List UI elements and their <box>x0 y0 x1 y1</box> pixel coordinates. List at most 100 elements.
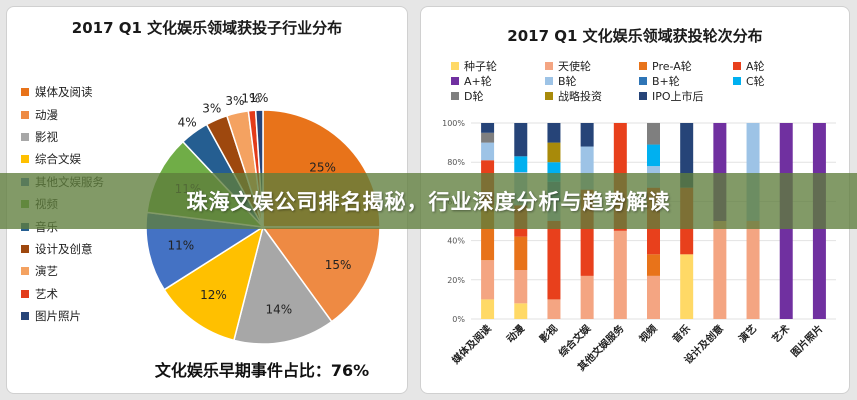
pie-slice-label: 3% <box>225 94 244 108</box>
legend-label: 图片照片 <box>35 309 81 324</box>
pie-slice <box>261 226 381 323</box>
pie-slice-label: 1% <box>241 92 260 106</box>
bar-segment <box>547 221 561 300</box>
headline-text: 珠海文娱公司排名揭秘，行业深度分析与趋势解读 <box>186 190 671 214</box>
pie-legend-item: 综合文娱 <box>21 148 104 170</box>
legend-swatch <box>21 289 29 298</box>
x-tick-label: 视频 <box>636 322 659 345</box>
pie-slice-label: 14% <box>265 303 292 317</box>
bar-segment <box>713 221 727 319</box>
pie-legend-item: 设计及创意 <box>21 238 104 260</box>
bar-segment <box>580 275 594 319</box>
legend-swatch <box>21 110 29 119</box>
legend-swatch <box>545 77 553 85</box>
bar-legend-item: A+轮 <box>451 74 545 88</box>
legend-label: Pre-A轮 <box>652 60 692 73</box>
legend-label: 种子轮 <box>464 60 497 73</box>
early-stage-summary: 文化娱乐早期事件占比：76% <box>7 357 407 381</box>
legend-label: 艺术 <box>35 286 58 301</box>
pie-legend-item: 演艺 <box>21 260 104 282</box>
bar-chart-title: 2017 Q1 文化娱乐领域获投轮次分布 <box>507 27 763 45</box>
x-tick-label: 媒体及阅读 <box>448 322 493 367</box>
bar-segment <box>647 123 660 145</box>
bar-segment <box>746 221 760 319</box>
legend-swatch <box>639 77 647 85</box>
bar-legend-item: C轮 <box>733 74 827 88</box>
bar-legend-item: A轮 <box>733 59 827 73</box>
pie-slice-label: 4% <box>178 116 197 130</box>
y-tick-label: 40% <box>447 237 465 246</box>
pie-slice-label: 15% <box>325 258 352 272</box>
bar-legend-item: B+轮 <box>639 74 733 88</box>
bar-segment <box>514 156 528 172</box>
legend-label: 动漫 <box>35 107 58 122</box>
bar-segment <box>481 123 495 133</box>
y-tick-label: 100% <box>442 119 465 128</box>
bar-legend-item: 天使轮 <box>545 59 639 73</box>
legend-swatch <box>733 77 741 85</box>
legend-label: 天使轮 <box>558 60 591 73</box>
bar-legend-item: 战略投资 <box>545 89 639 103</box>
bar-segment <box>514 270 528 304</box>
legend-swatch <box>451 92 459 100</box>
legend-label: A+轮 <box>464 75 492 88</box>
bar-segment <box>514 303 528 319</box>
bar-segment <box>647 275 660 319</box>
legend-swatch <box>21 155 29 164</box>
headline-banner: 珠海文娱公司排名揭秘，行业深度分析与趋势解读 <box>0 173 857 229</box>
legend-swatch <box>21 132 29 141</box>
pie-slice-label: 25% <box>309 160 336 174</box>
legend-label: D轮 <box>464 90 484 103</box>
bar-legend-item: D轮 <box>451 89 545 103</box>
y-tick-label: 20% <box>447 276 465 285</box>
bar-segment <box>481 132 495 143</box>
legend-label: C轮 <box>746 75 765 88</box>
legend-label: B轮 <box>558 75 577 88</box>
bar-segment <box>613 230 627 319</box>
bar-segment <box>680 254 694 319</box>
legend-label: 战略投资 <box>558 90 602 103</box>
bar-segment <box>481 299 495 319</box>
pie-legend-item: 动漫 <box>21 103 104 125</box>
pie-legend-item: 媒体及阅读 <box>21 81 104 103</box>
y-tick-label: 0% <box>452 315 465 324</box>
summary-label: 文化娱乐早期事件占比： <box>154 361 331 380</box>
bar-segment <box>647 254 660 276</box>
legend-label: 综合文娱 <box>35 152 81 167</box>
bar-segment <box>481 260 495 300</box>
legend-swatch <box>639 62 647 70</box>
bar-segment <box>647 144 660 167</box>
bar-legend: 种子轮 天使轮 Pre-A轮 A轮 A+轮 B轮 B+轮 C轮 D轮 战略投资 IPO上市后 <box>451 59 827 103</box>
legend-swatch <box>545 92 553 100</box>
legend-label: B+轮 <box>652 75 680 88</box>
bar-segment <box>514 123 528 157</box>
legend-swatch <box>451 62 459 70</box>
x-tick-label: 音乐 <box>669 322 692 345</box>
legend-label: 影视 <box>35 129 58 144</box>
legend-label: 媒体及阅读 <box>35 85 93 100</box>
bar-segment <box>680 123 694 188</box>
legend-swatch <box>639 92 647 100</box>
legend-swatch <box>21 244 29 253</box>
pie-slice-label: 3% <box>202 102 221 116</box>
x-tick-label: 演艺 <box>736 322 759 345</box>
bar-segment <box>580 123 594 147</box>
pie-slice-label: 1% <box>249 91 268 105</box>
legend-swatch <box>545 62 553 70</box>
legend-swatch <box>21 267 29 276</box>
bar-legend-item: 种子轮 <box>451 59 545 73</box>
x-tick-label: 图片照片 <box>788 322 825 359</box>
legend-swatch <box>733 62 741 70</box>
bar-segment <box>481 142 495 161</box>
legend-swatch <box>21 88 29 97</box>
legend-swatch <box>21 312 29 321</box>
x-tick-label: 动漫 <box>504 321 528 345</box>
bar-segment <box>547 142 561 163</box>
bar-legend-item: B轮 <box>545 74 639 88</box>
pie-legend-item: 图片照片 <box>21 305 104 327</box>
x-tick-label: 影视 <box>537 322 560 345</box>
pie-chart-title: 2017 Q1 文化娱乐领域获投子行业分布 <box>71 19 343 37</box>
pie-legend-item: 影视 <box>21 126 104 148</box>
pie-legend-item: 艺术 <box>21 283 104 305</box>
legend-label: 设计及创意 <box>35 241 93 256</box>
